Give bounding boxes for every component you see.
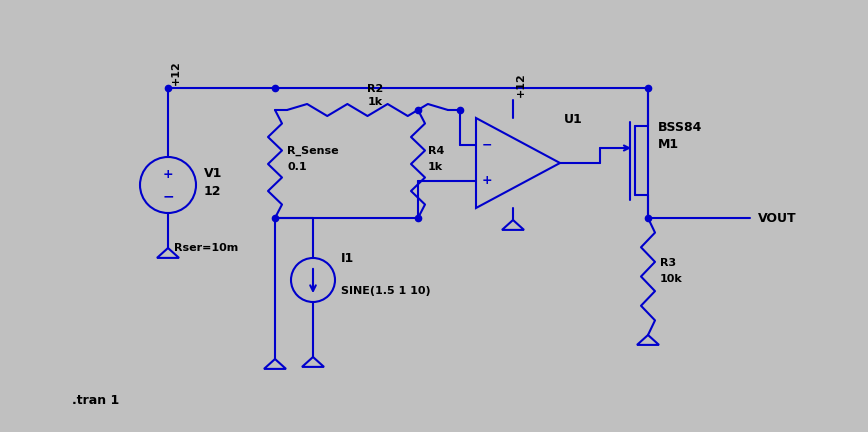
- Text: I1: I1: [341, 252, 354, 265]
- Text: R4: R4: [428, 146, 444, 156]
- Text: BSS84: BSS84: [658, 121, 702, 134]
- Text: R_Sense: R_Sense: [287, 146, 339, 156]
- Text: U1: U1: [564, 113, 582, 126]
- Text: R2: R2: [367, 84, 384, 94]
- Text: SINE(1.5 1 10): SINE(1.5 1 10): [341, 286, 431, 296]
- Text: V1: V1: [204, 167, 222, 180]
- Text: VOUT: VOUT: [758, 212, 797, 225]
- Text: Rser=10m: Rser=10m: [174, 243, 238, 253]
- Text: 1k: 1k: [428, 162, 444, 172]
- Text: −: −: [162, 189, 174, 203]
- Text: +: +: [162, 168, 174, 181]
- Text: 1k: 1k: [368, 97, 383, 107]
- Text: .tran 1: .tran 1: [72, 394, 119, 407]
- Text: 0.1: 0.1: [287, 162, 306, 172]
- Text: R3: R3: [660, 258, 676, 269]
- Text: 10k: 10k: [660, 274, 683, 285]
- Text: +12: +12: [171, 60, 181, 85]
- Text: 12: 12: [204, 185, 221, 198]
- Text: +12: +12: [516, 72, 526, 97]
- Text: −: −: [482, 139, 492, 152]
- Text: +: +: [482, 175, 493, 187]
- Text: M1: M1: [658, 138, 679, 151]
